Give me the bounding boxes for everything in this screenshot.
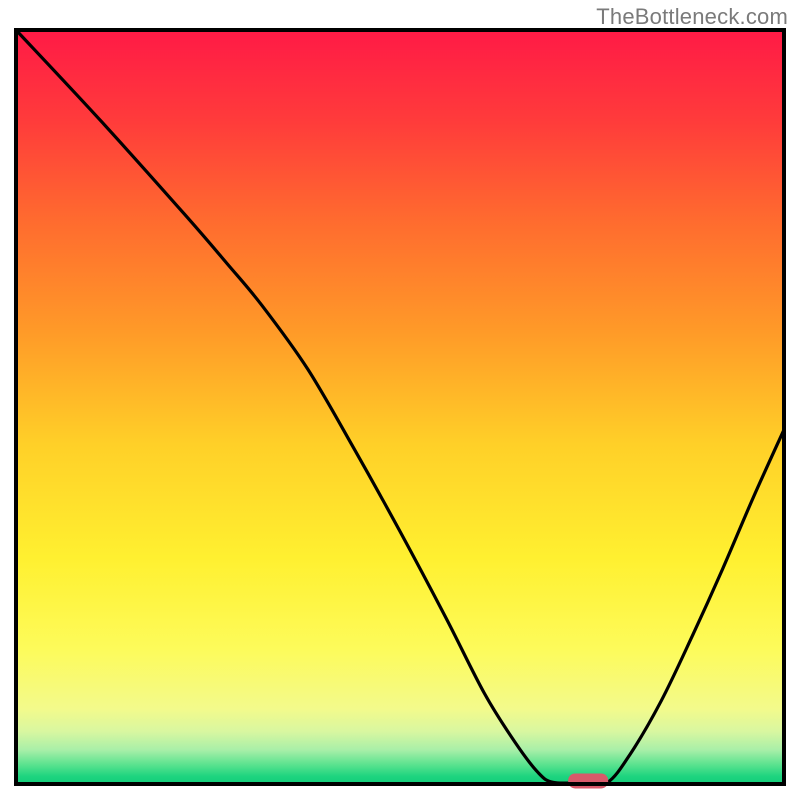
gradient-background	[16, 30, 784, 784]
optimal-marker	[568, 773, 608, 788]
plot-area	[16, 30, 784, 788]
chart-container: TheBottleneck.com	[0, 0, 800, 800]
bottleneck-chart	[0, 0, 800, 800]
watermark-text: TheBottleneck.com	[596, 4, 788, 30]
